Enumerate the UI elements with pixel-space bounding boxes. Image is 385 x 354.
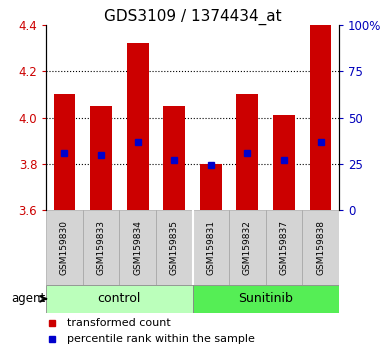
- Bar: [163, 106, 185, 210]
- Bar: [156, 210, 192, 285]
- Text: GSM159830: GSM159830: [60, 220, 69, 275]
- Bar: [83, 210, 119, 285]
- Bar: [200, 164, 222, 210]
- Bar: [46, 210, 83, 285]
- Bar: [302, 210, 339, 285]
- Text: GSM159832: GSM159832: [243, 220, 252, 275]
- Text: GSM159833: GSM159833: [97, 220, 105, 275]
- Text: control: control: [98, 292, 141, 306]
- Bar: [46, 285, 192, 313]
- Bar: [310, 25, 331, 210]
- Bar: [54, 95, 75, 210]
- Bar: [90, 106, 112, 210]
- Bar: [273, 115, 295, 210]
- Text: transformed count: transformed count: [67, 318, 171, 328]
- Text: GSM159835: GSM159835: [170, 220, 179, 275]
- Text: GSM159837: GSM159837: [280, 220, 288, 275]
- Bar: [229, 210, 266, 285]
- Bar: [192, 210, 229, 285]
- Bar: [236, 95, 258, 210]
- Title: GDS3109 / 1374434_at: GDS3109 / 1374434_at: [104, 8, 281, 25]
- Bar: [192, 285, 339, 313]
- Bar: [119, 210, 156, 285]
- Bar: [266, 210, 302, 285]
- Bar: [127, 43, 149, 210]
- Text: GSM159838: GSM159838: [316, 220, 325, 275]
- Text: GSM159831: GSM159831: [206, 220, 215, 275]
- Text: percentile rank within the sample: percentile rank within the sample: [67, 335, 254, 344]
- Text: Sunitinib: Sunitinib: [238, 292, 293, 306]
- Text: agent: agent: [11, 292, 45, 306]
- Text: GSM159834: GSM159834: [133, 220, 142, 275]
